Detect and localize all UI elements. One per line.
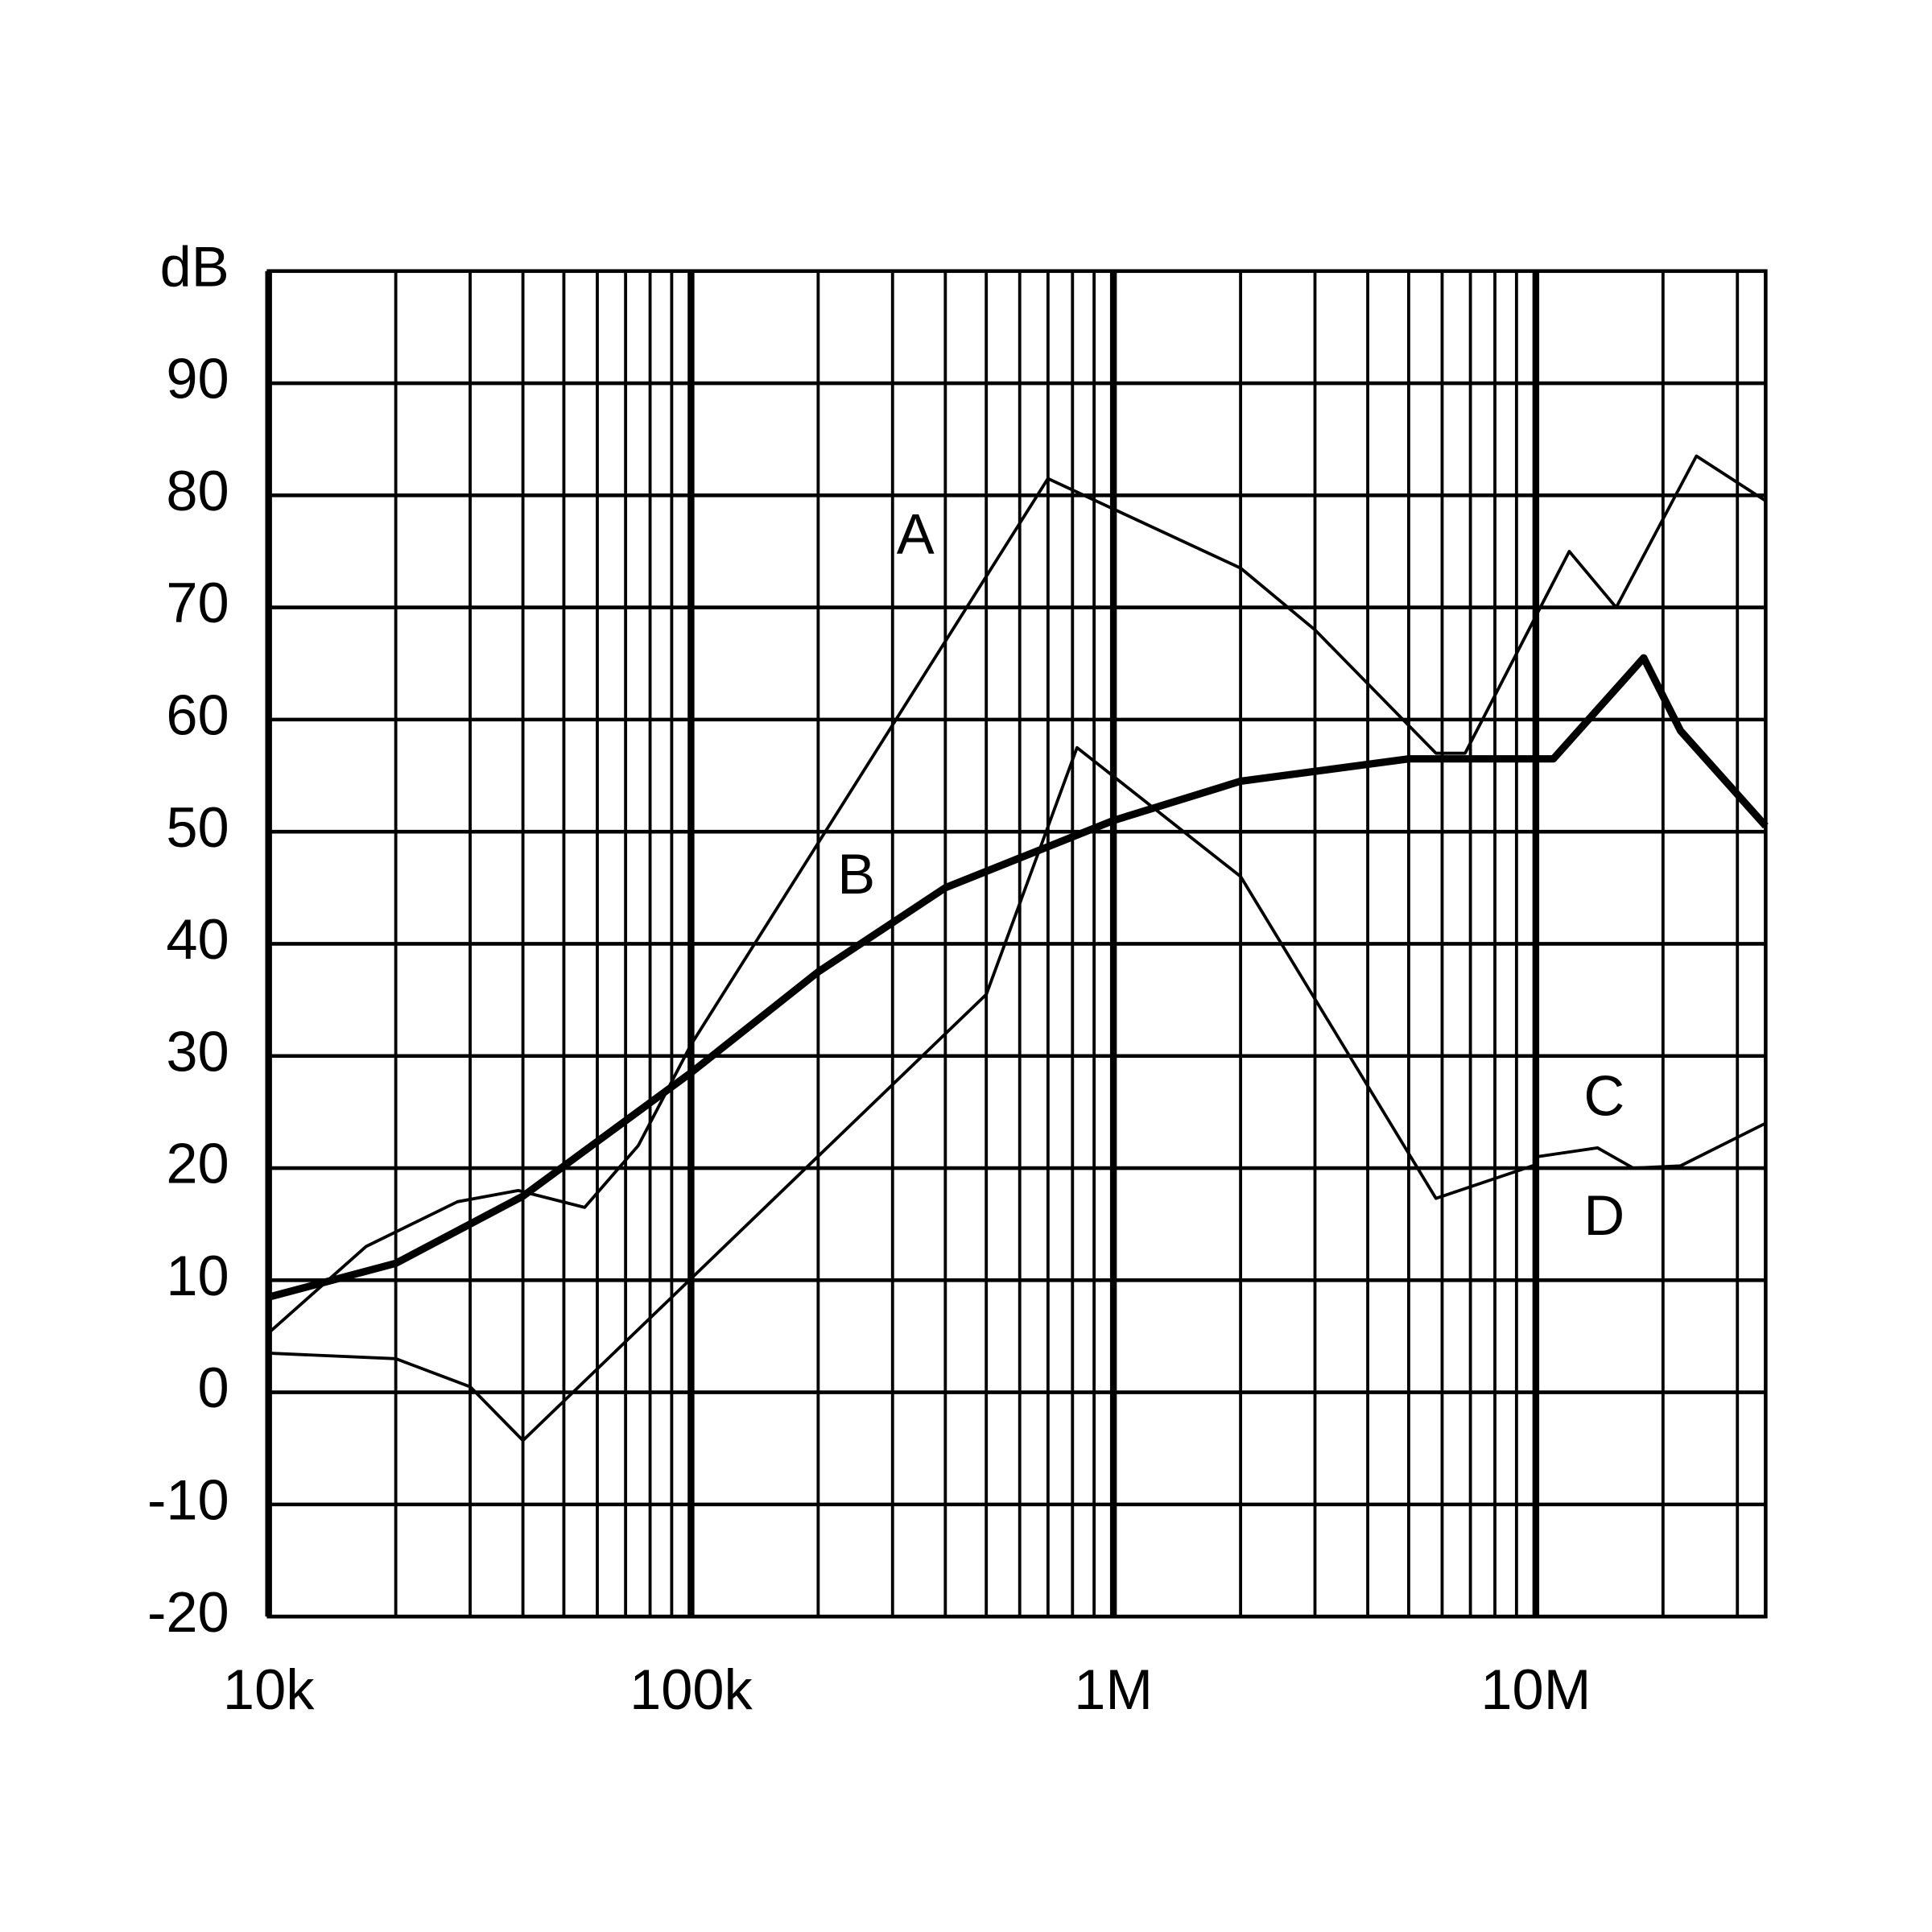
x-tick-label: 10k bbox=[223, 1657, 315, 1721]
y-tick-label: 70 bbox=[166, 571, 229, 634]
series-line bbox=[267, 654, 1769, 1301]
y-tick-label: 40 bbox=[166, 907, 229, 971]
series-label: C bbox=[1583, 1063, 1624, 1127]
x-tick-label: 100k bbox=[630, 1657, 753, 1721]
y-tick-label: 20 bbox=[166, 1132, 229, 1195]
x-tick-label: 1M bbox=[1074, 1657, 1153, 1721]
series-label: B bbox=[837, 842, 875, 906]
y-tick-label: 10 bbox=[166, 1244, 229, 1307]
y-tick-label: -20 bbox=[147, 1580, 229, 1644]
y-tick-label: 60 bbox=[166, 683, 229, 746]
series-line bbox=[1535, 1121, 1767, 1170]
y-tick-label: 0 bbox=[198, 1356, 229, 1419]
x-tick-label: 10M bbox=[1480, 1657, 1591, 1721]
y-tick-label: 90 bbox=[166, 347, 229, 411]
plot-border bbox=[266, 269, 1768, 1619]
y-tick-label: 30 bbox=[166, 1019, 229, 1083]
series-label: D bbox=[1583, 1183, 1624, 1247]
y-tick-label: dB bbox=[160, 234, 229, 298]
y-tick-label: -10 bbox=[147, 1468, 229, 1531]
series-line bbox=[267, 454, 1767, 1335]
y-tick-label: 50 bbox=[166, 795, 229, 859]
series-line bbox=[268, 745, 1537, 1443]
series-label: A bbox=[897, 502, 935, 565]
y-tick-label: 80 bbox=[166, 459, 229, 522]
